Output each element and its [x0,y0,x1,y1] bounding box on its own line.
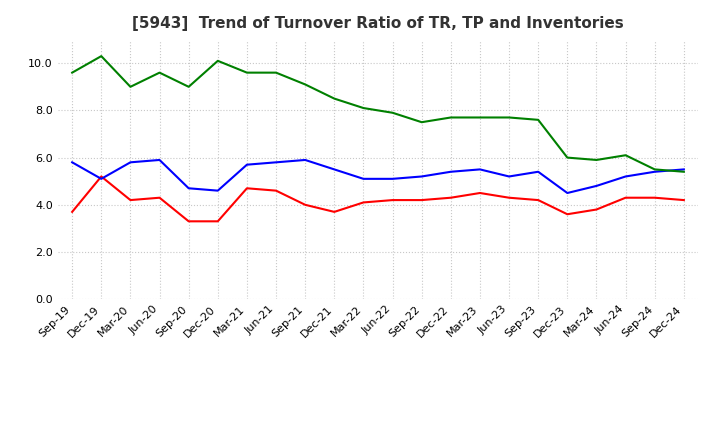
Inventories [534,117,543,122]
Trade Payables [621,174,630,179]
Trade Receivables [418,198,426,203]
Trade Receivables [359,200,368,205]
Trade Payables [592,183,600,189]
Trade Payables [534,169,543,174]
Trade Receivables [126,198,135,203]
Trade Receivables [563,212,572,217]
Inventories [184,84,193,89]
Trade Payables [446,169,455,174]
Trade Receivables [476,191,485,196]
Trade Payables [126,160,135,165]
Trade Payables [184,186,193,191]
Trade Receivables [592,207,600,212]
Trade Receivables [301,202,310,207]
Trade Payables [418,174,426,179]
Trade Receivables [446,195,455,200]
Trade Payables [476,167,485,172]
Inventories [68,70,76,75]
Inventories [359,106,368,111]
Trade Receivables [680,198,688,203]
Trade Payables [330,167,338,172]
Inventories [301,82,310,87]
Inventories [476,115,485,120]
Trade Payables [243,162,251,167]
Inventories [388,110,397,115]
Trade Payables [505,174,513,179]
Inventories [650,167,659,172]
Trade Receivables [505,195,513,200]
Trade Receivables [156,195,164,200]
Inventories [592,158,600,163]
Inventories [243,70,251,75]
Trade Receivables [388,198,397,203]
Trade Payables [213,188,222,193]
Trade Receivables [97,174,106,179]
Trade Receivables [621,195,630,200]
Trade Receivables [534,198,543,203]
Trade Receivables [68,209,76,215]
Trade Receivables [330,209,338,215]
Inventories [213,58,222,63]
Trade Receivables [184,219,193,224]
Trade Payables [97,176,106,181]
Trade Payables [359,176,368,181]
Trade Receivables [271,188,280,193]
Trade Payables [650,169,659,174]
Trade Payables [388,176,397,181]
Trade Receivables [243,186,251,191]
Inventories [418,120,426,125]
Inventories [126,84,135,89]
Trade Payables [301,158,310,163]
Inventories [97,54,106,59]
Title: [5943]  Trend of Turnover Ratio of TR, TP and Inventories: [5943] Trend of Turnover Ratio of TR, TP… [132,16,624,32]
Line: Trade Payables: Trade Payables [72,160,684,193]
Inventories [563,155,572,160]
Trade Receivables [213,219,222,224]
Inventories [446,115,455,120]
Trade Payables [156,158,164,163]
Inventories [156,70,164,75]
Inventories [621,153,630,158]
Inventories [505,115,513,120]
Inventories [330,96,338,101]
Line: Inventories: Inventories [72,56,684,172]
Inventories [680,169,688,174]
Line: Trade Receivables: Trade Receivables [72,176,684,221]
Trade Payables [68,160,76,165]
Trade Payables [680,167,688,172]
Trade Payables [563,191,572,196]
Trade Receivables [650,195,659,200]
Trade Payables [271,160,280,165]
Inventories [271,70,280,75]
